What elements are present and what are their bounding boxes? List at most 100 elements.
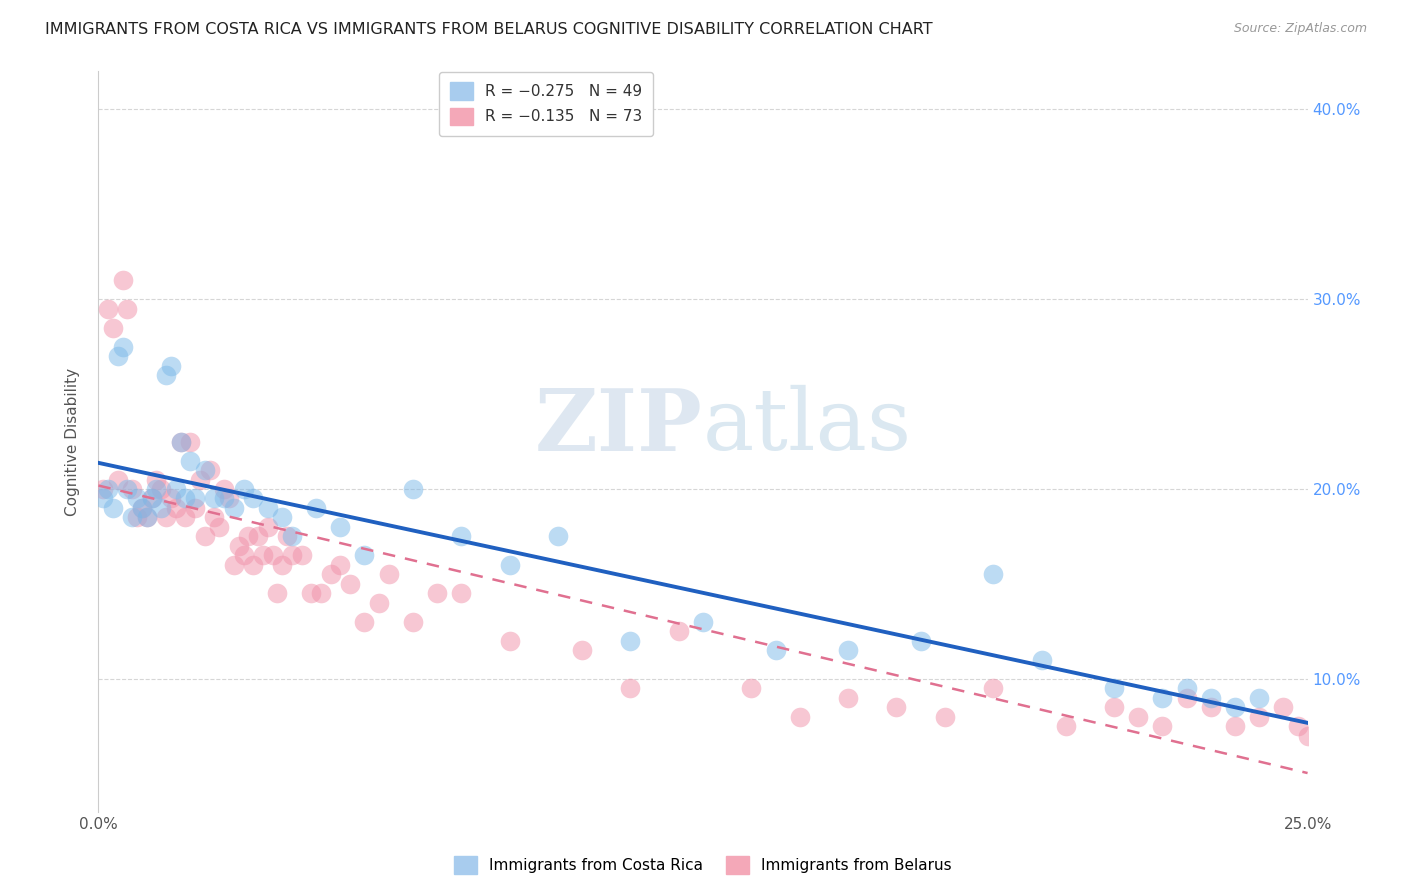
Point [368, 596, 391, 610]
Point [266, 586, 288, 600]
Point [571, 643, 593, 657]
Point [247, 529, 270, 543]
Point [692, 615, 714, 629]
Point [150, 500, 173, 515]
Point [256, 520, 278, 534]
Point [131, 500, 153, 515]
Point [1054, 719, 1077, 733]
Point [179, 453, 201, 467]
Point [1128, 710, 1150, 724]
Point [319, 567, 342, 582]
Point [212, 482, 235, 496]
Point [179, 434, 201, 449]
Point [222, 558, 245, 572]
Point [271, 510, 294, 524]
Point [353, 615, 375, 629]
Legend: R = −0.275   N = 49, R = −0.135   N = 73: R = −0.275 N = 49, R = −0.135 N = 73 [439, 71, 652, 136]
Point [204, 491, 226, 506]
Point [262, 549, 284, 563]
Point [188, 473, 211, 487]
Point [1272, 700, 1295, 714]
Point [377, 567, 399, 582]
Point [299, 586, 322, 600]
Point [111, 273, 134, 287]
Point [426, 586, 449, 600]
Point [252, 549, 274, 563]
Point [198, 463, 221, 477]
Point [127, 510, 149, 524]
Point [169, 434, 191, 449]
Point [135, 510, 157, 524]
Point [765, 643, 787, 657]
Point [1102, 700, 1125, 714]
Point [208, 520, 231, 534]
Point [174, 510, 197, 524]
Point [271, 558, 294, 572]
Point [668, 624, 690, 639]
Point [339, 577, 361, 591]
Point [165, 482, 187, 496]
Point [232, 482, 254, 496]
Text: IMMIGRANTS FROM COSTA RICA VS IMMIGRANTS FROM BELARUS COGNITIVE DISABILITY CORRE: IMMIGRANTS FROM COSTA RICA VS IMMIGRANTS… [45, 22, 932, 37]
Point [981, 681, 1004, 696]
Point [1175, 681, 1198, 696]
Point [1199, 690, 1222, 705]
Point [1249, 710, 1271, 724]
Point [1175, 690, 1198, 705]
Point [107, 473, 129, 487]
Point [619, 681, 641, 696]
Point [1223, 700, 1246, 714]
Point [305, 500, 328, 515]
Point [228, 539, 250, 553]
Point [886, 700, 908, 714]
Point [281, 529, 304, 543]
Text: ZIP: ZIP [536, 384, 703, 468]
Point [1152, 690, 1174, 705]
Point [91, 482, 114, 496]
Point [121, 510, 143, 524]
Point [276, 529, 298, 543]
Point [160, 359, 183, 373]
Point [837, 690, 859, 705]
Point [1223, 719, 1246, 733]
Point [165, 500, 187, 515]
Point [740, 681, 762, 696]
Point [160, 491, 183, 506]
Point [184, 500, 207, 515]
Point [184, 491, 207, 506]
Point [242, 491, 264, 506]
Point [1199, 700, 1222, 714]
Point [309, 586, 332, 600]
Point [155, 368, 177, 383]
Point [281, 549, 304, 563]
Point [450, 586, 472, 600]
Y-axis label: Cognitive Disability: Cognitive Disability [65, 368, 80, 516]
Point [117, 482, 139, 496]
Point [232, 549, 254, 563]
Point [174, 491, 197, 506]
Point [194, 529, 217, 543]
Point [547, 529, 569, 543]
Point [789, 710, 811, 724]
Point [402, 615, 425, 629]
Point [150, 482, 173, 496]
Point [1286, 719, 1309, 733]
Point [135, 510, 157, 524]
Point [204, 510, 226, 524]
Point [619, 633, 641, 648]
Point [155, 510, 177, 524]
Point [131, 500, 153, 515]
Point [1031, 653, 1053, 667]
Point [1296, 729, 1319, 743]
Point [97, 482, 120, 496]
Point [111, 340, 134, 354]
Point [212, 491, 235, 506]
Point [101, 500, 124, 515]
Point [145, 473, 167, 487]
Point [127, 491, 149, 506]
Point [97, 301, 120, 316]
Point [934, 710, 956, 724]
Point [256, 500, 278, 515]
Point [238, 529, 260, 543]
Point [329, 520, 352, 534]
